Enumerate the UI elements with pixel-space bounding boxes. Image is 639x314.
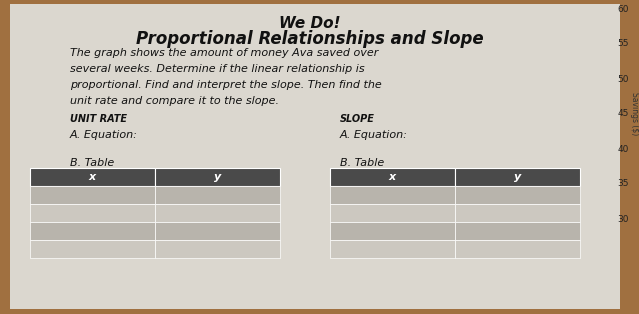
Bar xyxy=(155,186,280,204)
Bar xyxy=(155,222,280,240)
Bar xyxy=(30,240,155,258)
Text: unit rate and compare it to the slope.: unit rate and compare it to the slope. xyxy=(70,96,279,106)
Text: y: y xyxy=(214,172,221,182)
Bar xyxy=(455,204,580,222)
Bar xyxy=(455,222,580,240)
Bar xyxy=(330,240,455,258)
Text: The graph shows the amount of money Ava saved over: The graph shows the amount of money Ava … xyxy=(70,48,378,58)
Text: Proportional Relationships and Slope: Proportional Relationships and Slope xyxy=(136,30,484,48)
Text: 30: 30 xyxy=(617,214,629,224)
Text: B. Table: B. Table xyxy=(340,158,384,168)
Bar xyxy=(30,186,155,204)
Bar xyxy=(330,222,455,240)
Bar xyxy=(30,168,155,186)
Bar xyxy=(330,186,455,204)
Text: A. Equation:: A. Equation: xyxy=(70,130,138,140)
Text: 50: 50 xyxy=(617,74,629,84)
Text: Savings ($): Savings ($) xyxy=(631,92,639,136)
Text: x: x xyxy=(389,172,396,182)
Bar xyxy=(30,204,155,222)
Bar xyxy=(455,240,580,258)
Text: UNIT RATE: UNIT RATE xyxy=(70,114,127,124)
Text: x: x xyxy=(89,172,96,182)
Bar xyxy=(155,240,280,258)
Text: SLOPE: SLOPE xyxy=(340,114,375,124)
Text: 60: 60 xyxy=(617,4,629,14)
Bar xyxy=(330,204,455,222)
Text: 45: 45 xyxy=(618,110,629,118)
Text: 40: 40 xyxy=(618,144,629,154)
Bar xyxy=(455,186,580,204)
Bar xyxy=(330,168,455,186)
Bar xyxy=(455,168,580,186)
Text: We Do!: We Do! xyxy=(279,16,341,31)
Text: proportional. Find and interpret the slope. Then find the: proportional. Find and interpret the slo… xyxy=(70,80,381,90)
Text: 55: 55 xyxy=(617,40,629,48)
Text: y: y xyxy=(514,172,521,182)
Text: 35: 35 xyxy=(617,180,629,188)
Text: B. Table: B. Table xyxy=(70,158,114,168)
Bar xyxy=(155,204,280,222)
Bar xyxy=(30,222,155,240)
Text: A. Equation:: A. Equation: xyxy=(340,130,408,140)
Text: several weeks. Determine if the linear relationship is: several weeks. Determine if the linear r… xyxy=(70,64,365,74)
Bar xyxy=(155,168,280,186)
